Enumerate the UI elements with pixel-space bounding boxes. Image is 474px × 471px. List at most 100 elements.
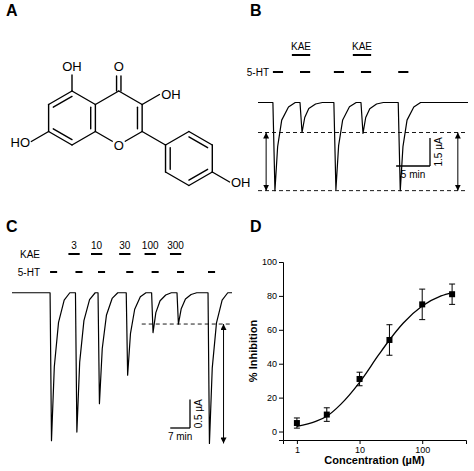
application-bar — [334, 71, 344, 73]
atom-background — [112, 138, 126, 152]
bond — [212, 172, 229, 182]
y-tick-mark — [279, 262, 283, 263]
y-tick: 20 — [267, 393, 283, 403]
bond — [48, 105, 49, 132]
current-trace — [258, 103, 468, 191]
measure-arrow — [266, 133, 267, 191]
panel-label: A — [6, 2, 18, 19]
bond — [53, 96, 72, 107]
atom-label: OH — [62, 59, 82, 74]
bond — [141, 105, 142, 132]
y-tick-mark — [279, 296, 283, 297]
reference-line — [258, 132, 468, 133]
application-bar — [208, 271, 215, 273]
application-label: 5-HT — [18, 267, 40, 278]
concentration-label: 3 — [71, 240, 77, 251]
bar-label: KAE — [291, 41, 311, 52]
panel-label: C — [6, 218, 18, 235]
application-bar — [145, 253, 156, 255]
concentration-label: 10 — [91, 240, 103, 251]
scale-bar-label: 0.5 µA — [193, 399, 204, 428]
scale-bar-horizontal — [396, 165, 430, 166]
bond — [166, 172, 189, 186]
reference-line — [258, 190, 468, 191]
error-bar-cap — [294, 417, 300, 418]
y-axis: 020406080100 — [262, 257, 284, 440]
application-bar — [292, 54, 310, 56]
application-bar — [126, 271, 133, 273]
bond — [165, 145, 166, 172]
bond — [53, 129, 72, 140]
fit-curve — [297, 293, 452, 427]
bond — [189, 169, 208, 180]
y-tick: 0 — [272, 427, 283, 437]
concentration-label: 30 — [119, 240, 131, 251]
bond — [119, 91, 142, 105]
trace-plot — [258, 103, 468, 191]
figure: ABCDOHOOHHOOOHKAEKAE5-HT1.5 µA5 minKAE31… — [0, 0, 474, 471]
panel-label: B — [250, 2, 262, 19]
application-bar — [273, 71, 283, 73]
error-bar-cap — [294, 428, 300, 429]
scale-bar-label: 5 min — [401, 169, 425, 180]
error-bar-cap — [386, 355, 392, 356]
error-bar — [449, 284, 455, 304]
bond — [95, 91, 118, 105]
y-axis-line — [279, 263, 284, 441]
bond — [72, 91, 95, 105]
x-axis-line — [284, 441, 467, 445]
y-tick-label: 80 — [267, 291, 277, 301]
atom-label: HO — [11, 135, 31, 150]
y-tick-mark — [279, 398, 283, 399]
scale-bar-vertical — [189, 400, 190, 428]
bond — [31, 132, 48, 142]
data-point — [294, 420, 300, 426]
bond — [142, 95, 159, 105]
x-tick-label: 1 — [295, 445, 300, 455]
panel-label: D — [250, 218, 262, 235]
y-tick: 60 — [267, 325, 283, 335]
atom-label: O — [114, 138, 124, 153]
concentration-label: 300 — [167, 240, 184, 251]
bond — [120, 76, 121, 91]
application-bar — [75, 271, 82, 273]
x-tick-mark — [297, 440, 298, 444]
x-tick: 1 — [295, 440, 300, 455]
y-tick-mark — [279, 330, 283, 331]
bond — [170, 148, 171, 170]
scale-bar-vertical — [429, 138, 430, 166]
application-bar — [91, 253, 102, 255]
application-bar — [361, 71, 371, 73]
x-axis-title: Concentration (µM) — [324, 454, 425, 466]
y-tick-mark — [279, 432, 283, 433]
bond — [72, 132, 95, 146]
application-bar — [170, 253, 181, 255]
error-bar-cap — [386, 324, 392, 325]
scale-bar-label: 1.5 µA — [433, 137, 444, 166]
error-bar-cap — [419, 289, 425, 290]
application-bar — [50, 271, 57, 273]
scale-bar-horizontal — [170, 427, 190, 428]
bond — [71, 75, 72, 91]
measure-arrow — [457, 133, 458, 191]
plot-area — [294, 284, 455, 428]
bond — [166, 132, 189, 146]
y-tick: 100 — [262, 257, 283, 267]
concentration-label: 100 — [142, 240, 159, 251]
error-bar-cap — [324, 407, 330, 408]
application-bar — [98, 271, 105, 273]
y-axis-title: % Inhibition — [247, 320, 259, 383]
bond — [116, 76, 117, 91]
atom-label: OH — [161, 87, 181, 102]
bond — [90, 107, 91, 129]
scale-bar-label: 7 min — [168, 431, 192, 442]
current-trace — [12, 293, 232, 444]
y-tick-label: 20 — [267, 393, 277, 403]
error-bar-cap — [449, 304, 455, 305]
error-bar-cap — [449, 284, 455, 285]
bond — [212, 145, 213, 172]
x-tick-mark — [360, 440, 361, 444]
bond — [95, 105, 96, 132]
data-point — [449, 291, 455, 297]
background — [0, 0, 474, 471]
